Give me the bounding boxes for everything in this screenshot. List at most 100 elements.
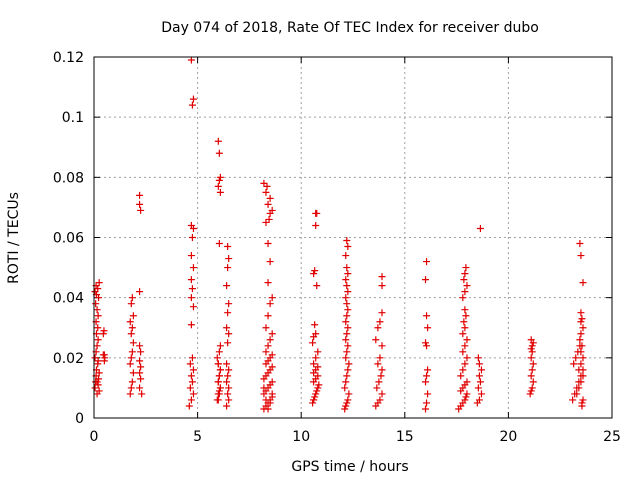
data-point <box>266 399 274 407</box>
chart-title: Day 074 of 2018, Rate Of TEC Index for r… <box>161 20 539 36</box>
data-point <box>477 390 485 398</box>
y-tick-label: 0.02 <box>53 351 84 367</box>
data-point <box>422 405 430 413</box>
data-point <box>374 324 382 332</box>
data-point <box>137 363 145 371</box>
data-point <box>91 384 99 392</box>
data-points <box>91 56 587 413</box>
data-point <box>268 378 276 386</box>
plot-frame <box>93 56 613 419</box>
data-point <box>459 366 467 374</box>
data-point <box>422 339 430 347</box>
data-point <box>223 282 231 290</box>
data-point <box>99 351 107 359</box>
data-point <box>474 384 482 392</box>
data-point <box>423 372 431 380</box>
grid <box>94 57 612 418</box>
data-point <box>266 336 274 344</box>
data-point <box>189 264 197 272</box>
y-tick-label: 0.08 <box>53 170 84 186</box>
data-point <box>262 396 270 404</box>
data-point <box>528 348 536 356</box>
data-point <box>462 312 470 320</box>
data-point <box>344 243 352 251</box>
data-point <box>342 276 350 284</box>
data-point <box>342 336 350 344</box>
data-point <box>309 339 317 347</box>
y-axis-label: ROTI / TECUs <box>6 192 22 284</box>
data-point <box>94 357 102 365</box>
data-point <box>460 276 468 284</box>
data-point <box>268 294 276 302</box>
data-point <box>223 360 231 368</box>
data-point <box>100 327 108 335</box>
data-point <box>188 378 196 386</box>
data-point <box>376 396 384 404</box>
data-point <box>376 318 384 326</box>
data-point <box>475 360 483 368</box>
data-point <box>577 378 585 386</box>
data-point <box>126 318 134 326</box>
data-point <box>422 276 430 284</box>
data-point <box>344 270 352 278</box>
data-point <box>188 101 196 109</box>
data-point <box>314 363 322 371</box>
data-point <box>187 396 195 404</box>
data-point <box>459 348 467 356</box>
data-point <box>461 324 469 332</box>
data-point <box>373 384 381 392</box>
data-point <box>463 390 471 398</box>
data-point <box>136 369 144 377</box>
data-point <box>461 396 469 404</box>
data-point <box>262 188 270 196</box>
data-point <box>188 234 196 241</box>
data-point <box>313 387 321 395</box>
data-point <box>94 285 102 293</box>
data-point <box>223 324 231 332</box>
data-point <box>424 324 432 332</box>
data-point <box>459 330 467 338</box>
data-point <box>572 354 580 362</box>
data-point <box>528 342 536 350</box>
data-point <box>344 342 352 350</box>
data-point <box>314 348 322 356</box>
data-point <box>215 149 223 157</box>
data-point <box>423 258 431 266</box>
data-point <box>264 405 272 413</box>
data-point <box>573 390 581 398</box>
data-point <box>475 396 483 404</box>
data-point <box>266 300 274 308</box>
data-point <box>224 390 232 398</box>
data-point <box>224 309 232 317</box>
data-point <box>129 339 137 347</box>
data-point <box>187 294 195 302</box>
data-point <box>309 399 317 407</box>
data-point <box>342 294 350 302</box>
y-tick-label: 0.06 <box>53 231 84 247</box>
data-point <box>577 348 585 356</box>
data-point <box>423 399 431 407</box>
data-point <box>129 369 137 377</box>
data-point <box>474 354 482 362</box>
data-point <box>263 182 271 190</box>
data-point <box>341 384 349 392</box>
x-tick-label: 5 <box>193 429 202 445</box>
data-point <box>376 354 384 362</box>
data-point <box>344 396 352 404</box>
data-point <box>569 396 577 404</box>
data-point <box>100 357 108 365</box>
data-point <box>378 273 386 281</box>
data-point <box>215 348 223 356</box>
data-point <box>311 267 319 275</box>
data-point <box>214 396 222 404</box>
data-point <box>187 252 195 260</box>
data-point <box>127 300 135 308</box>
data-point <box>186 360 194 368</box>
data-point <box>343 264 351 272</box>
data-point <box>342 252 350 260</box>
data-point <box>461 360 469 368</box>
data-point <box>476 224 484 232</box>
data-point <box>260 384 268 392</box>
data-point <box>224 372 232 380</box>
data-point <box>463 336 471 344</box>
